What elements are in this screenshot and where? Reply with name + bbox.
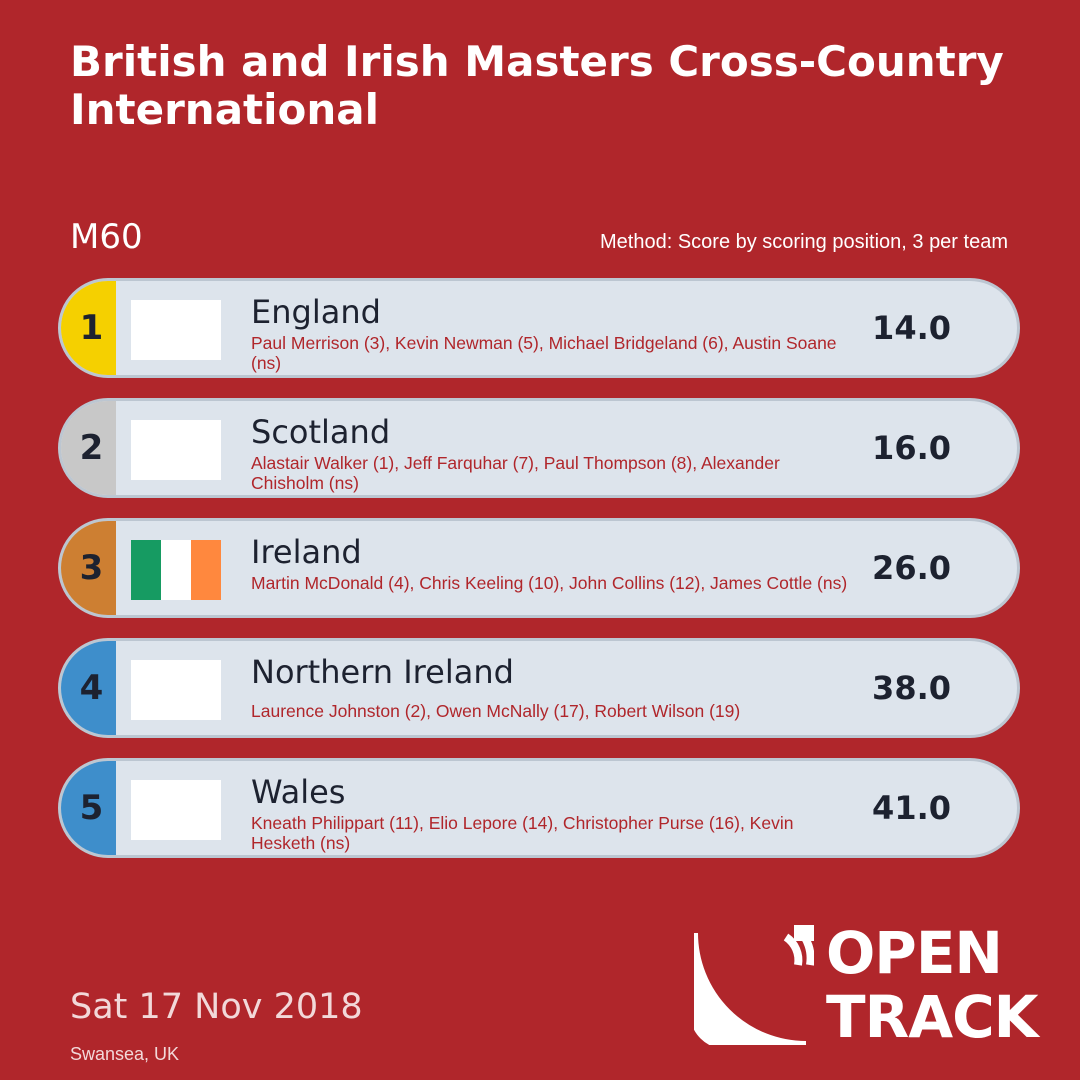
team-name: Ireland [251,533,362,571]
team-members: Alastair Walker (1), Jeff Farquhar (7), … [251,453,780,493]
event-venue: Swansea, UK [70,1044,180,1064]
team-name: Scotland [251,413,391,451]
team-score: 38.0 [872,669,951,707]
team-members: Martin McDonald (4), Chris Keeling (10),… [251,573,848,593]
rank-badge: 2 [61,401,116,495]
page-title: British and Irish Masters Cross-Country … [70,37,1004,134]
scoring-method: Method: Score by scoring position, 3 per… [600,231,1008,253]
flag-stripe [191,540,221,600]
rank-badge: 5 [61,761,116,855]
opentrack-logo: OPEN TRACK [694,919,1046,1051]
flag-ireland [131,540,221,600]
result-row: 1 England Paul Merrison (3), Kevin Newma… [58,278,1020,378]
team-members: Paul Merrison (3), Kevin Newman (5), Mic… [251,333,837,373]
brand-wordmark: OPEN TRACK [826,919,1046,1051]
team-members: Kneath Philippart (11), Elio Lepore (14)… [251,813,794,853]
team-score: 41.0 [872,789,951,827]
results-list: 1 England Paul Merrison (3), Kevin Newma… [58,278,1020,878]
flag-england [131,300,221,360]
team-score: 16.0 [872,429,951,467]
flag-northern-ireland [131,660,221,720]
brand-line-open: OPEN [826,919,1003,987]
opentrack-arcs-icon [694,925,814,1045]
rank-badge: 1 [61,281,116,375]
event-date: Sat 17 Nov 2018 [70,987,363,1027]
rank-badge: 3 [61,521,116,615]
result-row: 4 Northern Ireland Laurence Johnston (2)… [58,638,1020,738]
brand-line-track: TRACK [826,983,1039,1051]
flag-stripe [161,540,191,600]
team-score: 14.0 [872,309,951,347]
flag-stripe [131,540,161,600]
team-name: Northern Ireland [251,653,514,691]
flag-wales [131,780,221,840]
result-row: 3 Ireland Martin McDonald (4), Chris Kee… [58,518,1020,618]
team-members: Laurence Johnston (2), Owen McNally (17)… [251,701,741,721]
rank-badge: 4 [61,641,116,735]
team-name: Wales [251,773,346,811]
result-row: 2 Scotland Alastair Walker (1), Jeff Far… [58,398,1020,498]
category-label: M60 [70,217,143,257]
team-score: 26.0 [872,549,951,587]
flag-scotland [131,420,221,480]
team-name: England [251,293,381,331]
result-row: 5 Wales Kneath Philippart (11), Elio Lep… [58,758,1020,858]
